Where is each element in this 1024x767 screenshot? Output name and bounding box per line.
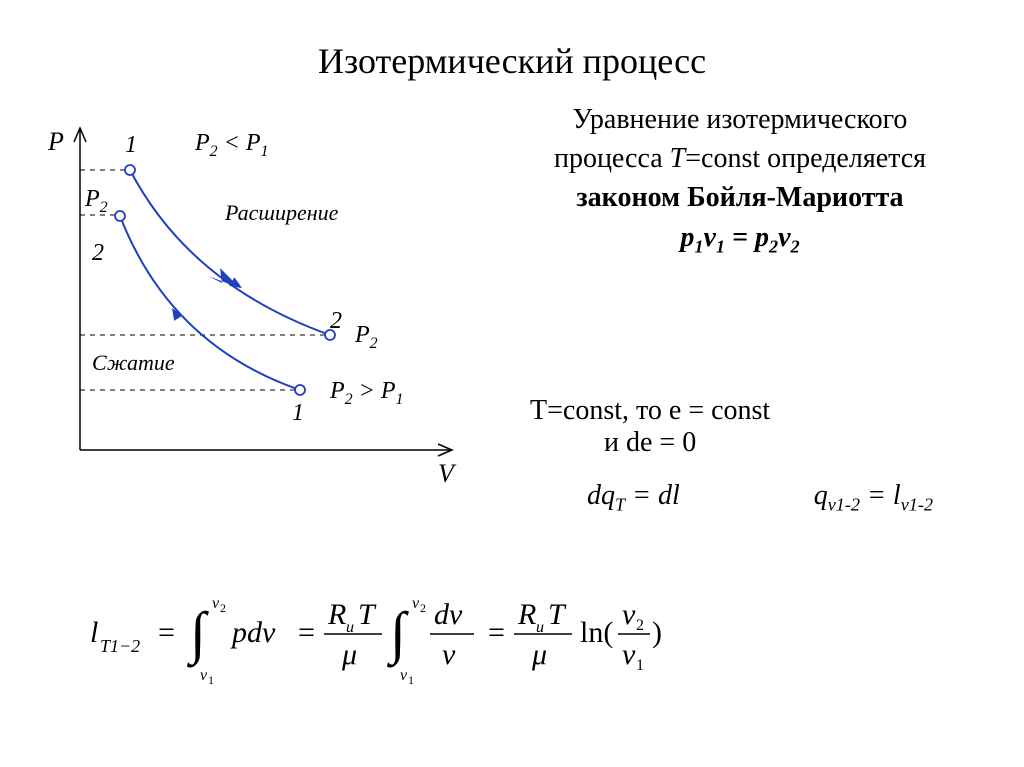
point-2-left: 2 xyxy=(92,240,104,266)
point-2-right: 2 xyxy=(330,308,342,334)
eq-pv: p1v1 = p2v2 xyxy=(680,222,799,253)
p2-upper-label: P2 xyxy=(84,186,108,216)
svg-text:1: 1 xyxy=(636,657,644,674)
p2-gt-p1: P2 > P1 xyxy=(329,378,404,408)
svg-text:T1−2: T1−2 xyxy=(100,636,140,656)
point-1-bottom: 1 xyxy=(292,400,304,426)
svg-text:R: R xyxy=(327,598,346,631)
integral-formula: l T1−2 = ∫ v 2 v 1 pdv = R u T μ ∫ v 2 v… xyxy=(90,580,810,695)
compression-label: Сжатие xyxy=(92,350,175,375)
y-axis-label: P xyxy=(47,127,64,156)
svg-text:v: v xyxy=(622,598,636,631)
svg-text:1: 1 xyxy=(208,673,214,687)
svg-text:2: 2 xyxy=(636,617,644,634)
p2-lt-p1: P2 < P1 xyxy=(194,130,269,160)
p2-right-label: P2 xyxy=(354,322,378,352)
const-block: T=const, то e = const и de = 0 xyxy=(530,395,770,459)
eq-qv: qv1-2 = lv1-2 xyxy=(814,480,933,516)
svg-text:v: v xyxy=(400,667,408,684)
text-line3: законом Бойля-Мариотта xyxy=(576,182,903,213)
svg-text:=: = xyxy=(158,616,175,649)
svg-text:1: 1 xyxy=(408,673,414,687)
text-line1: Уравнение изотермического xyxy=(573,104,908,135)
svg-text:l: l xyxy=(90,616,98,649)
svg-text:2: 2 xyxy=(420,601,426,615)
svg-text:v: v xyxy=(200,667,208,684)
page-title: Изотермический процесс xyxy=(0,40,1024,82)
svg-text:ln(: ln( xyxy=(580,616,613,649)
equation-row: dqT = dl qv1-2 = lv1-2 xyxy=(520,480,1000,516)
svg-text:=: = xyxy=(298,616,315,649)
eq-dqt: dqT = dl xyxy=(587,480,680,516)
x-axis-label: V xyxy=(438,459,457,488)
svg-text:v: v xyxy=(442,638,456,671)
point-1-top: 1 xyxy=(125,132,137,158)
svg-text:∫: ∫ xyxy=(386,600,409,668)
expansion-label: Расширение xyxy=(224,200,339,225)
svg-text:): ) xyxy=(652,616,662,649)
svg-text:pdv: pdv xyxy=(230,616,276,649)
svg-text:dv: dv xyxy=(434,598,463,631)
svg-text:v: v xyxy=(212,595,220,612)
expansion-curve xyxy=(130,170,330,335)
svg-text:v: v xyxy=(412,595,420,612)
svg-text:∫: ∫ xyxy=(186,600,209,668)
svg-text:T: T xyxy=(548,598,567,631)
svg-text:R: R xyxy=(517,598,536,631)
pv-diagram: P V 1 2 2 1 xyxy=(30,110,470,490)
svg-text:μ: μ xyxy=(531,638,547,671)
svg-text:μ: μ xyxy=(341,638,357,671)
text-block: Уравнение изотермического процесса T=con… xyxy=(480,100,1000,260)
svg-text:2: 2 xyxy=(220,601,226,615)
svg-text:=: = xyxy=(488,616,505,649)
svg-text:T: T xyxy=(358,598,377,631)
text-line2: процесса T=const определяется xyxy=(554,143,926,174)
svg-text:v: v xyxy=(622,638,636,671)
